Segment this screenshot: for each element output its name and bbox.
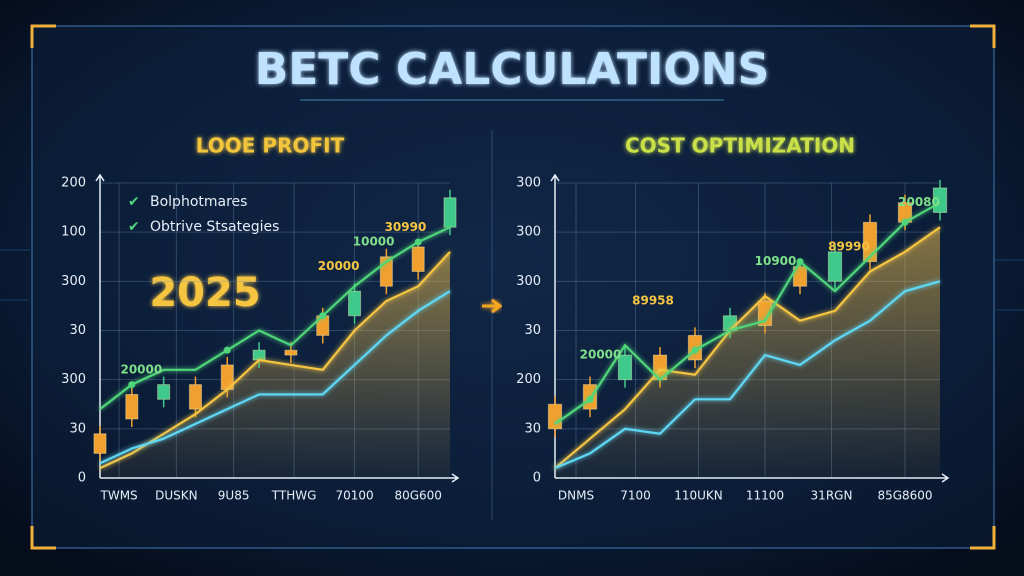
- candle: [547, 403, 563, 430]
- point: [128, 381, 136, 389]
- candle: [792, 266, 808, 287]
- candle: [93, 433, 107, 454]
- point: [796, 258, 804, 266]
- point: [691, 346, 699, 354]
- candle: [827, 251, 843, 282]
- y-tick-label: 200: [516, 372, 541, 387]
- annotation: 89958: [632, 294, 674, 308]
- side-streaks: [0, 249, 1024, 311]
- candle: [932, 187, 948, 214]
- point: [586, 395, 594, 403]
- point: [223, 346, 231, 354]
- area: [100, 251, 450, 478]
- y-tick-label: 0: [78, 471, 86, 486]
- candle: [157, 384, 171, 400]
- y-tick-label: 0: [533, 471, 541, 486]
- candle: [443, 197, 457, 228]
- candle: [617, 354, 633, 381]
- series-line: [554, 201, 941, 425]
- candle: [757, 300, 773, 327]
- series-line: [554, 226, 941, 470]
- point: [901, 218, 909, 226]
- candle: [862, 221, 878, 263]
- annotation: 30990: [385, 220, 427, 234]
- annotation: 20000: [318, 259, 360, 273]
- candle: [188, 384, 202, 410]
- x-tick-label: 110UKN: [674, 489, 723, 503]
- arrow: [482, 298, 503, 314]
- y-tick-label: 300: [516, 274, 541, 289]
- frame-corners: [30, 24, 996, 550]
- annotation: 10000: [353, 235, 395, 249]
- candle: [348, 290, 362, 317]
- x-tick-label: 11100: [746, 489, 784, 503]
- y-tick-label: 30: [524, 323, 541, 338]
- x-tick-label: 9U85: [218, 489, 250, 503]
- chart: LOOE PROFIT 0 30 300 30 300 100 200 TWMS DUSKN 9U8…: [61, 134, 460, 503]
- y-tick-label: 300: [61, 274, 86, 289]
- y-tick-label: 300: [61, 372, 86, 387]
- x-tick-label: 80G600: [394, 489, 441, 503]
- x-tick-label: 31RGN: [811, 489, 853, 503]
- annotation: 89990: [828, 239, 870, 253]
- series-line: [99, 290, 451, 465]
- y-tick-label: 300: [516, 176, 541, 191]
- series-line: [99, 226, 451, 411]
- series-line: [99, 251, 451, 470]
- legend-icon: ✔: [128, 194, 140, 210]
- annotation: 20000: [580, 348, 622, 362]
- x-tick-label: DNMS: [558, 489, 594, 503]
- x-tick-label: 70100: [335, 489, 373, 503]
- chart: COST OPTIMIZATION 0 30 200 30 300 300 300 DNMS 71…: [516, 134, 950, 503]
- legend-label: Bolphotmares: [150, 194, 247, 210]
- candle: [284, 349, 298, 356]
- y-tick-label: 200: [61, 176, 86, 191]
- chart-title: COST OPTIMIZATION: [625, 134, 855, 158]
- subtitle: 2025: [149, 270, 260, 316]
- annotation: 20080: [898, 195, 940, 209]
- annotation: 10900: [755, 254, 797, 268]
- y-tick-label: 300: [516, 225, 541, 240]
- x-tick-label: 7100: [620, 489, 651, 503]
- candle: [125, 393, 139, 420]
- x-tick-label: 85G8600: [877, 489, 932, 503]
- chart-title: LOOE PROFIT: [196, 134, 345, 158]
- y-tick-label: 30: [69, 421, 86, 436]
- x-tick-label: TTHWG: [271, 489, 317, 503]
- area: [555, 227, 940, 478]
- legend-label: Obtrive Stsategies: [150, 219, 279, 235]
- series-line: [554, 280, 941, 470]
- point: [319, 312, 327, 320]
- legend-icon: ✔: [128, 219, 140, 235]
- x-tick-label: TWMS: [100, 489, 138, 503]
- candle: [252, 349, 266, 361]
- point: [414, 238, 422, 246]
- y-tick-label: 30: [69, 323, 86, 338]
- annotation: 20000: [120, 362, 162, 376]
- page-title: BETC CALCULATIONS: [255, 44, 770, 95]
- y-tick-label: 30: [524, 421, 541, 436]
- y-tick-label: 100: [61, 225, 86, 240]
- x-tick-label: DUSKN: [155, 489, 198, 503]
- charts: 2025✔ Bolphotmares✔ Obtrive StsategiesLOOE…: [61, 134, 950, 503]
- candle: [411, 246, 425, 273]
